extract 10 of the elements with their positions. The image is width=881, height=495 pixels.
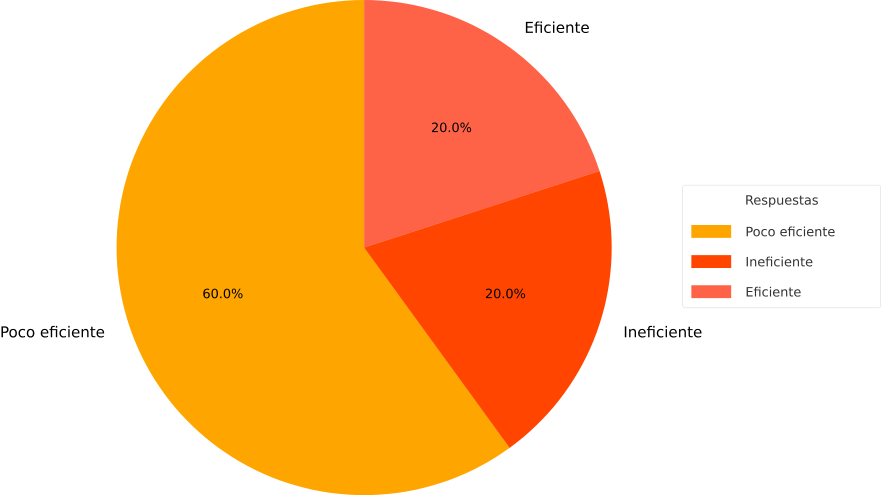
legend-title: Respuestas [746, 195, 818, 208]
data-label: 20.0% [486, 288, 526, 298]
legend-label: Ineficiente [746, 256, 812, 266]
legend-label: Eficiente [746, 286, 801, 297]
slice-label: Ineficiente [624, 326, 702, 338]
data-label: 20.0% [432, 122, 472, 132]
data-label: 60.0% [203, 288, 243, 298]
legend-label: Poco eficiente [746, 226, 835, 236]
slice-label: Poco eficiente [1, 326, 104, 338]
slice-label: Eficiente [526, 21, 589, 33]
